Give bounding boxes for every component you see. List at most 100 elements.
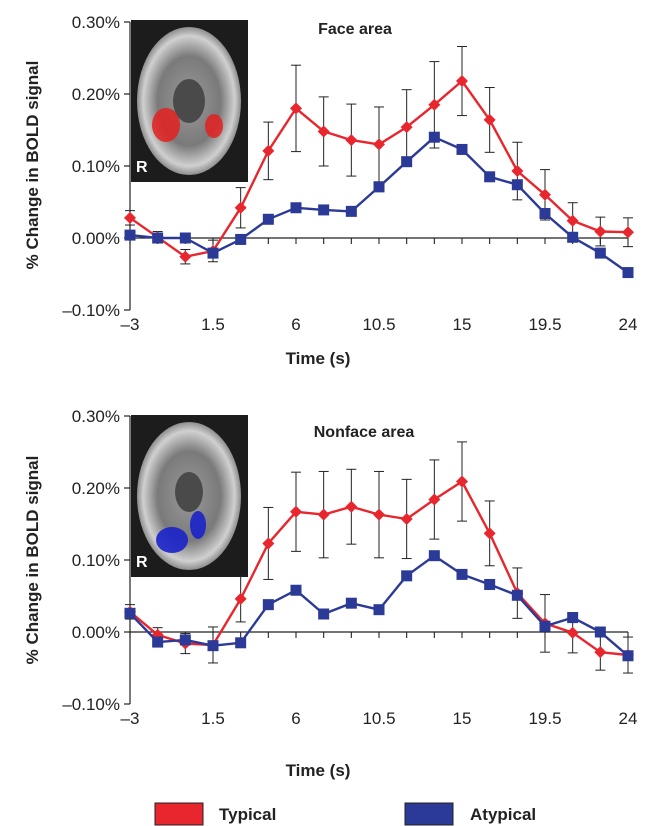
data-point-atypical bbox=[152, 232, 164, 244]
legend-swatch-atypical bbox=[404, 802, 454, 826]
face-brain-inset: R bbox=[131, 20, 248, 182]
data-point-atypical bbox=[401, 570, 413, 582]
data-point-typical bbox=[428, 493, 441, 506]
x-tick-label: 15 bbox=[453, 315, 472, 334]
x-tick-label: 24 bbox=[619, 315, 638, 334]
data-point-atypical bbox=[290, 202, 302, 214]
data-point-atypical bbox=[539, 208, 551, 220]
data-point-atypical bbox=[622, 267, 634, 279]
data-point-atypical bbox=[622, 650, 634, 662]
y-tick-label: 0.10% bbox=[72, 551, 120, 570]
x-tick-label: –3 bbox=[121, 709, 140, 728]
chart-title: Face area bbox=[318, 21, 392, 38]
y-axis-title: % Change in BOLD signal bbox=[23, 61, 42, 270]
data-point-atypical bbox=[511, 589, 523, 601]
x-axis-title: Time (s) bbox=[286, 761, 351, 780]
data-point-atypical bbox=[428, 550, 440, 562]
nonface-area-chart: R Nonface area Time (s) % Change in BOLD… bbox=[23, 407, 637, 780]
activation-region-right bbox=[190, 511, 206, 539]
x-tick-label: 19.5 bbox=[528, 709, 561, 728]
x-tick-label: 1.5 bbox=[201, 315, 225, 334]
data-point-atypical bbox=[290, 584, 302, 596]
data-point-atypical bbox=[567, 231, 579, 243]
data-point-atypical bbox=[124, 607, 136, 619]
y-tick-label: 0.30% bbox=[72, 13, 120, 32]
x-tick-label: 15 bbox=[453, 709, 472, 728]
data-point-atypical bbox=[345, 597, 357, 609]
x-tick-label: 6 bbox=[291, 709, 300, 728]
x-tick-label: –3 bbox=[121, 315, 140, 334]
y-tick-label: 0.30% bbox=[72, 407, 120, 426]
data-point-typical bbox=[290, 102, 302, 115]
activation-region-left bbox=[152, 108, 180, 142]
x-tick-label: 24 bbox=[619, 709, 638, 728]
data-point-typical bbox=[345, 500, 358, 513]
legend-item-typical: Typical bbox=[154, 802, 276, 826]
data-point-typical bbox=[594, 646, 607, 659]
data-point-atypical bbox=[484, 578, 496, 590]
data-point-typical bbox=[345, 134, 358, 147]
data-point-typical bbox=[373, 138, 385, 151]
legend-swatch-typical bbox=[154, 802, 204, 826]
data-point-atypical bbox=[539, 620, 551, 632]
y-tick-label: 0.00% bbox=[72, 623, 120, 642]
data-point-typical bbox=[234, 201, 247, 214]
chart-title: Nonface area bbox=[314, 424, 415, 441]
y-tick-label: 0.10% bbox=[72, 157, 120, 176]
y-tick-label: 0.00% bbox=[72, 229, 120, 248]
data-point-typical bbox=[511, 165, 524, 178]
data-point-atypical bbox=[594, 626, 606, 638]
data-point-typical bbox=[483, 113, 496, 126]
legend: Typical Atypical bbox=[154, 802, 536, 826]
data-point-typical bbox=[317, 125, 330, 138]
data-point-typical bbox=[539, 188, 551, 201]
data-point-atypical bbox=[207, 640, 219, 652]
y-tick-label: –0.10% bbox=[62, 301, 120, 320]
y-tick-label: 0.20% bbox=[72, 479, 120, 498]
data-point-atypical bbox=[235, 233, 247, 245]
data-point-typical bbox=[317, 508, 330, 521]
data-point-atypical bbox=[456, 143, 468, 155]
inset-side-label: R bbox=[136, 554, 148, 571]
data-point-atypical bbox=[235, 637, 247, 649]
y-tick-label: –0.10% bbox=[62, 695, 120, 714]
legend-label-atypical: Atypical bbox=[470, 805, 536, 824]
data-point-atypical bbox=[428, 131, 440, 143]
data-point-typical bbox=[566, 626, 579, 639]
y-axis-title: % Change in BOLD signal bbox=[23, 456, 42, 665]
x-tick-label: 10.5 bbox=[362, 709, 395, 728]
data-point-atypical bbox=[179, 634, 191, 646]
data-point-typical bbox=[428, 98, 441, 111]
data-point-typical bbox=[262, 537, 275, 550]
data-point-typical bbox=[179, 250, 192, 263]
brainstem bbox=[173, 79, 205, 123]
data-point-atypical bbox=[484, 171, 496, 183]
data-point-atypical bbox=[318, 204, 330, 216]
data-point-typical bbox=[234, 592, 247, 605]
data-point-typical bbox=[262, 144, 275, 157]
x-tick-label: 10.5 bbox=[362, 315, 395, 334]
data-point-atypical bbox=[594, 247, 606, 259]
inset-side-label: R bbox=[136, 159, 148, 176]
brainstem bbox=[175, 472, 203, 512]
data-point-atypical bbox=[401, 156, 413, 168]
data-point-atypical bbox=[511, 179, 523, 191]
data-point-typical bbox=[622, 226, 634, 239]
data-point-atypical bbox=[262, 599, 274, 611]
nonface-brain-inset: R bbox=[131, 415, 248, 577]
x-tick-label: 19.5 bbox=[528, 315, 561, 334]
data-point-typical bbox=[124, 211, 136, 224]
data-point-atypical bbox=[567, 612, 579, 624]
x-tick-label: 6 bbox=[291, 315, 300, 334]
legend-label-typical: Typical bbox=[219, 805, 276, 824]
data-point-atypical bbox=[152, 636, 164, 648]
x-axis-title: Time (s) bbox=[286, 349, 351, 368]
activation-region-left bbox=[156, 527, 188, 553]
data-point-typical bbox=[400, 121, 413, 134]
data-point-typical bbox=[400, 512, 413, 525]
data-point-typical bbox=[483, 527, 496, 540]
data-point-typical bbox=[594, 225, 607, 238]
activation-region-right bbox=[205, 114, 223, 138]
data-point-atypical bbox=[345, 205, 357, 217]
